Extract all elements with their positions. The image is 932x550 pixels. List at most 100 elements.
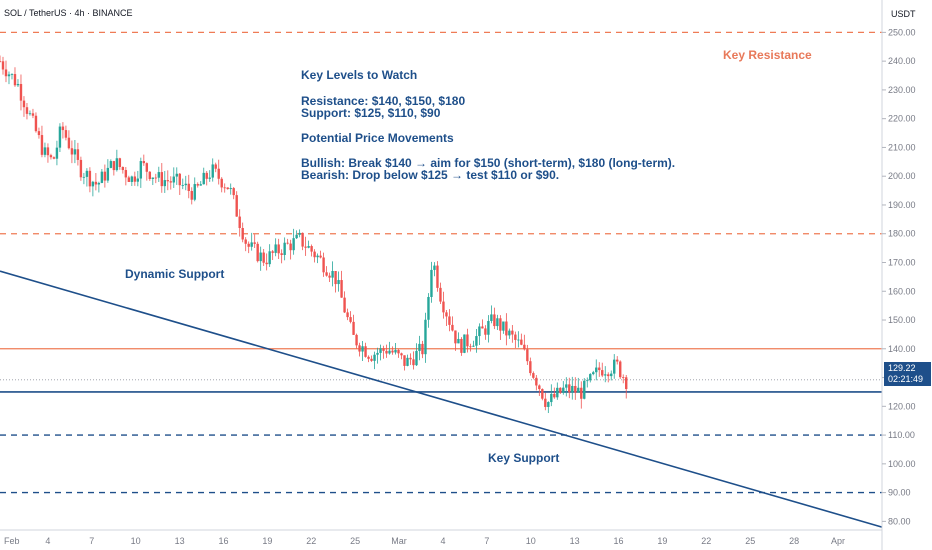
candle-body (223, 187, 226, 189)
candle-body (217, 168, 220, 179)
candle-body (367, 356, 370, 359)
candle-body (577, 387, 580, 393)
candle-body (169, 181, 172, 183)
time-tick-label: 25 (350, 536, 360, 546)
price-tick-label: 80.00 (888, 516, 911, 526)
candle-body (0, 61, 2, 62)
candle-body (301, 232, 304, 247)
time-tick-label: 16 (614, 536, 624, 546)
candle-body (499, 318, 502, 331)
candle-body (211, 164, 214, 178)
candle-body (307, 246, 310, 248)
time-tick-label: 4 (45, 536, 50, 546)
candle-body (208, 177, 211, 179)
candle-body (394, 350, 397, 353)
time-tick-label: 10 (131, 536, 141, 546)
candle-body (529, 361, 532, 374)
time-tick-label: 19 (657, 536, 667, 546)
candle-body (70, 148, 74, 155)
candle-body (118, 158, 122, 168)
candle-body (625, 377, 628, 389)
candle-body (460, 338, 463, 353)
candle-body (325, 272, 328, 276)
time-tick-label: 13 (570, 536, 580, 546)
candle-body (598, 367, 601, 371)
time-tick-label: 10 (526, 536, 536, 546)
candle-body (184, 183, 187, 186)
candle-body (130, 176, 134, 182)
key-support-label: Key Support (488, 451, 560, 465)
candle-body (259, 252, 262, 262)
candle-body (127, 177, 131, 182)
price-tick-label: 250.00 (888, 27, 916, 37)
candle-body (46, 147, 50, 156)
candle-body (451, 324, 454, 331)
candle-body (181, 185, 184, 186)
candle-body (241, 227, 244, 240)
time-tick-label: 22 (701, 536, 711, 546)
candle-body (334, 270, 337, 285)
candle-body (154, 177, 158, 179)
candle-body (280, 253, 283, 255)
candle-body (157, 172, 161, 178)
candle-body (64, 130, 68, 138)
candle-body (31, 113, 35, 116)
candle-body (175, 173, 178, 177)
price-tick-label: 140.00 (888, 344, 916, 354)
candle-body (532, 373, 535, 378)
candle-body (592, 372, 595, 375)
candle-body (511, 330, 514, 335)
candle-body (331, 270, 334, 278)
candle-body (445, 312, 448, 317)
candle-body (406, 357, 409, 366)
candle-body (247, 243, 250, 247)
candle-body (292, 238, 295, 251)
time-tick-label: Mar (391, 536, 407, 546)
key-levels-title: Key Levels to Watch (301, 68, 418, 82)
candlestick-series (0, 55, 628, 414)
candle-body (544, 398, 547, 407)
candle-body (478, 326, 481, 337)
candle-body (580, 387, 583, 399)
candle-body (547, 402, 550, 407)
candle-body (178, 173, 181, 186)
candle-body (106, 167, 110, 181)
candle-body (142, 161, 146, 164)
candle-body (16, 83, 20, 86)
price-tick-label: 230.00 (888, 85, 916, 95)
candle-body (520, 339, 523, 345)
candle-body (229, 188, 232, 190)
time-tick-label: 7 (484, 536, 489, 546)
key-resistance-label: Key Resistance (723, 48, 812, 62)
candle-body (337, 280, 340, 285)
candle-body (481, 326, 484, 329)
candle-body (43, 147, 47, 155)
candle-body (496, 318, 499, 327)
candle-body (421, 343, 424, 355)
candle-body (274, 244, 277, 253)
candle-body (397, 350, 400, 354)
candle-body (574, 385, 577, 393)
currency-label: USDT (891, 9, 916, 19)
candle-body (493, 314, 496, 327)
candle-body (139, 161, 143, 179)
candle-body (304, 246, 307, 248)
candle-body (415, 350, 418, 366)
candle-body (469, 346, 472, 348)
candle-body (403, 355, 406, 366)
candle-body (238, 216, 241, 228)
candle-body (85, 170, 89, 177)
candle-body (595, 367, 598, 373)
candle-body (193, 184, 196, 200)
candle-body (349, 317, 352, 322)
candle-body (550, 393, 553, 403)
horizontal-levels (0, 31, 882, 494)
candle-body (328, 275, 331, 278)
candle-body (541, 389, 544, 399)
candle-body (298, 232, 301, 235)
candle-body (526, 349, 529, 362)
candle-body (607, 374, 610, 377)
candle-body (163, 180, 166, 187)
candle-body (286, 242, 289, 244)
